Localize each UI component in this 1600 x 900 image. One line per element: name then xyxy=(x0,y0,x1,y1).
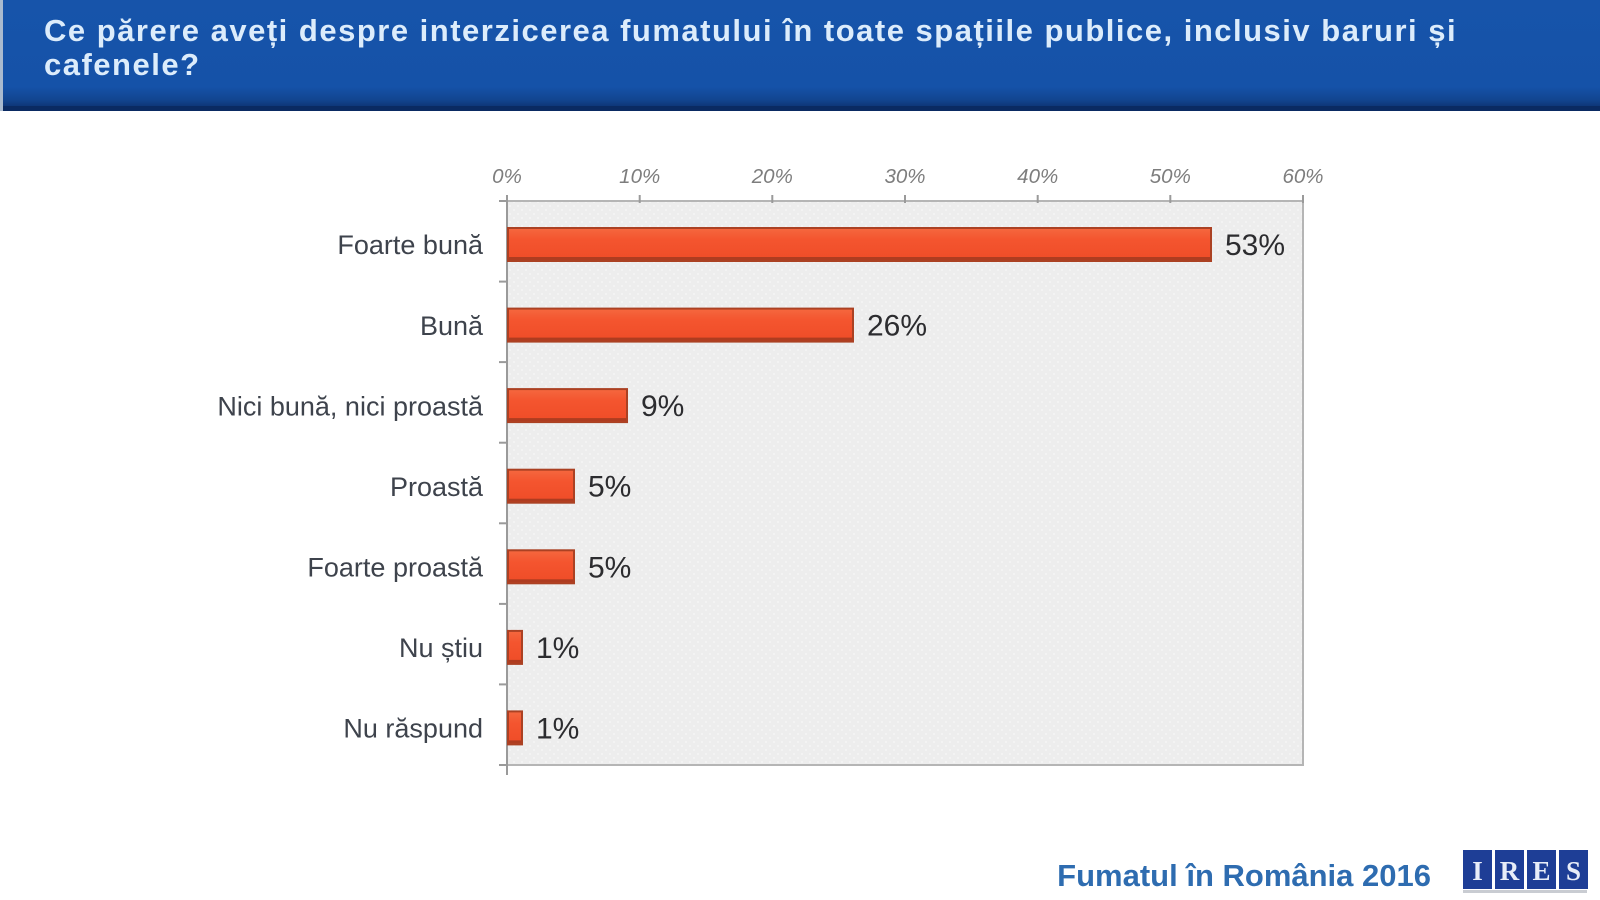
svg-text:Nu știu: Nu știu xyxy=(399,633,483,663)
svg-text:Nici bună, nici proastă: Nici bună, nici proastă xyxy=(217,392,484,422)
svg-text:1%: 1% xyxy=(536,712,579,745)
svg-text:10%: 10% xyxy=(619,165,660,188)
svg-text:0%: 0% xyxy=(492,165,522,188)
svg-text:Nu răspund: Nu răspund xyxy=(343,714,483,744)
svg-text:Foarte bună: Foarte bună xyxy=(337,230,484,260)
svg-text:1%: 1% xyxy=(536,632,579,665)
svg-text:Bună: Bună xyxy=(420,311,484,341)
svg-text:5%: 5% xyxy=(588,551,631,584)
svg-text:5%: 5% xyxy=(588,471,631,504)
svg-text:20%: 20% xyxy=(751,165,793,188)
svg-text:50%: 50% xyxy=(1150,165,1191,188)
svg-text:Foarte proastă: Foarte proastă xyxy=(307,553,484,583)
svg-text:60%: 60% xyxy=(1282,165,1323,188)
svg-text:9%: 9% xyxy=(641,390,684,423)
svg-text:53%: 53% xyxy=(1225,229,1285,262)
svg-text:26%: 26% xyxy=(867,310,927,343)
svg-text:Proastă: Proastă xyxy=(390,472,484,502)
svg-text:30%: 30% xyxy=(884,165,925,188)
svg-text:40%: 40% xyxy=(1017,165,1058,188)
